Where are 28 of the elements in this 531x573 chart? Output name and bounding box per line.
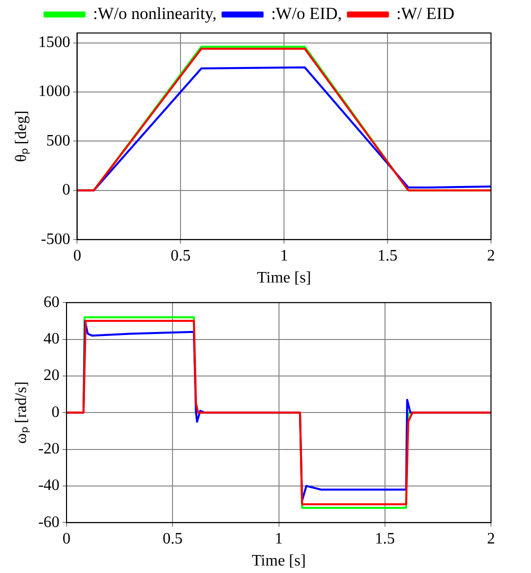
x-tick-label: 0.5 xyxy=(162,530,183,548)
y-tick-label: 20 xyxy=(44,367,60,384)
legend-label: :W/o nonlinearity, xyxy=(93,4,217,23)
x-axis-title: Time [s] xyxy=(257,270,312,287)
y-axis-title: ωₚ [rad/s] xyxy=(12,381,30,444)
x-tick-label: 0 xyxy=(73,247,82,264)
y-tick-label: 60 xyxy=(44,294,60,311)
y-tick-label: 40 xyxy=(44,330,60,348)
y-tick-label: 500 xyxy=(46,132,70,150)
y-tick-label: 1000 xyxy=(38,83,70,100)
x-tick-label: 0.5 xyxy=(170,247,191,264)
x-tick-label: 2 xyxy=(487,247,495,264)
legend-label: :W/o EID, xyxy=(271,4,342,23)
y-tick-label: -20 xyxy=(38,440,60,458)
y-tick-label: -60 xyxy=(38,514,60,531)
x-tick-label: 1 xyxy=(280,247,288,264)
y-tick-label: -40 xyxy=(38,477,60,494)
y-axis-title: θₚ [deg] xyxy=(12,110,30,162)
x-axis-title: Time [s] xyxy=(252,552,306,570)
y-tick-label: 0 xyxy=(62,182,70,199)
legend-label: :W/ EID xyxy=(396,4,454,23)
y-tick-label: 0 xyxy=(52,404,60,421)
y-tick-label: 1500 xyxy=(38,34,70,52)
x-tick-label: 1 xyxy=(274,530,283,548)
x-tick-label: 2 xyxy=(487,530,495,548)
x-tick-label: 1.5 xyxy=(374,530,395,548)
y-tick-label: -500 xyxy=(40,230,70,248)
x-tick-label: 1.5 xyxy=(378,247,398,264)
